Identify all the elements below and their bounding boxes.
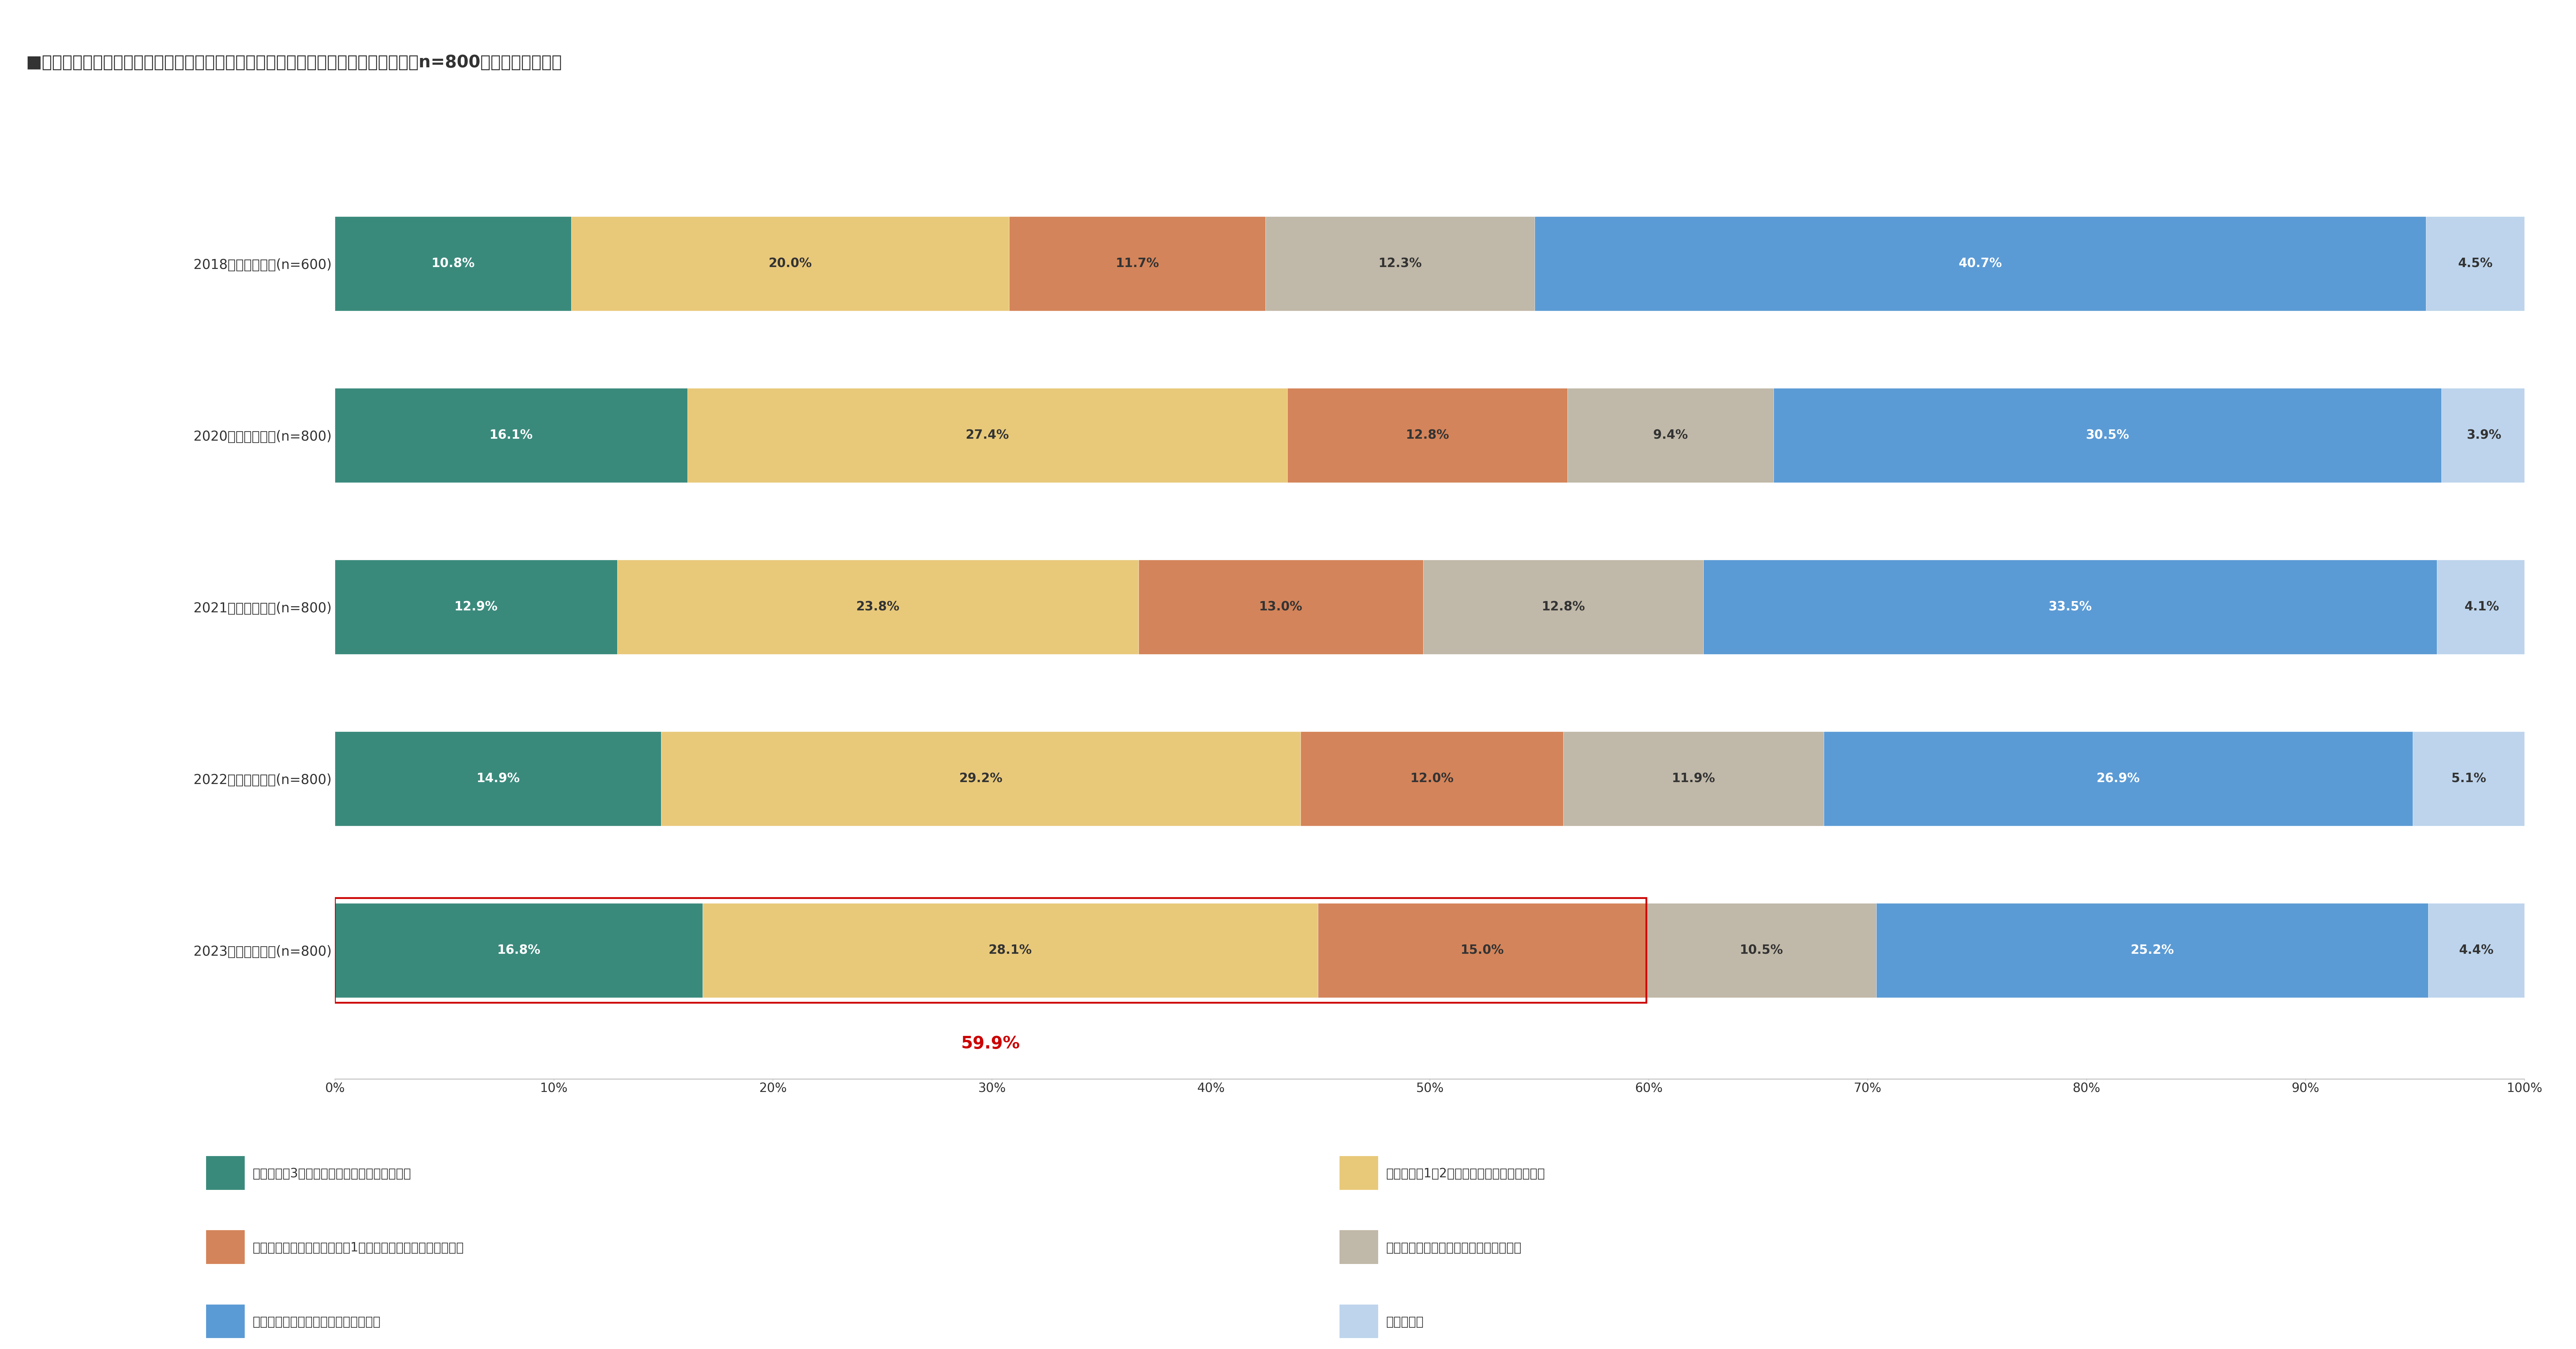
Text: 12.8%: 12.8% <box>1406 429 1450 441</box>
Text: 12.3%: 12.3% <box>1378 258 1422 270</box>
Bar <box>335 731 662 826</box>
Bar <box>1703 560 2437 654</box>
Bar <box>335 904 703 998</box>
Bar <box>1319 904 1646 998</box>
Bar <box>335 216 572 310</box>
Text: 27.4%: 27.4% <box>966 429 1010 441</box>
Bar <box>335 560 618 654</box>
Text: 25.2%: 25.2% <box>2130 944 2174 956</box>
Bar <box>1569 389 1772 483</box>
Text: 10.5%: 10.5% <box>1739 944 1783 956</box>
Text: 4.1%: 4.1% <box>2465 600 2499 614</box>
Bar <box>1288 389 1569 483</box>
Text: 12.8%: 12.8% <box>1540 600 1584 614</box>
Text: 分からない: 分からない <box>1386 1315 1425 1329</box>
Bar <box>1265 216 1535 310</box>
Bar <box>1535 216 2427 310</box>
Text: 10.8%: 10.8% <box>430 258 474 270</box>
Text: 11.7%: 11.7% <box>1115 258 1159 270</box>
Text: 9.4%: 9.4% <box>1654 429 1687 441</box>
Text: 14.9%: 14.9% <box>477 773 520 785</box>
Bar <box>2442 389 2527 483</box>
Text: 防災食（非常食）を備えたことはない: 防災食（非常食）を備えたことはない <box>252 1315 381 1329</box>
Text: 15.0%: 15.0% <box>1461 944 1504 956</box>
Text: 30.5%: 30.5% <box>2087 429 2130 441</box>
Text: 4.4%: 4.4% <box>2460 944 2494 956</box>
Bar <box>1772 389 2442 483</box>
Bar <box>572 216 1010 310</box>
Text: ■各種災害に対応するための防災食（非常食）を現在、ご自宅に備えていますか？（n=800／単一回答方式）: ■各種災害に対応するための防災食（非常食）を現在、ご自宅に備えていますか？（n=… <box>26 54 562 70</box>
Bar <box>2427 216 2524 310</box>
Text: 11.9%: 11.9% <box>1672 773 1716 785</box>
Text: 28.1%: 28.1% <box>989 944 1033 956</box>
Text: 20.0%: 20.0% <box>768 258 811 270</box>
Bar <box>1875 904 2429 998</box>
Text: 家族全員が3日以上対応できる量を備えている: 家族全員が3日以上対応できる量を備えている <box>252 1167 412 1180</box>
Bar <box>335 898 1646 1002</box>
Text: 33.5%: 33.5% <box>2048 600 2092 614</box>
Bar <box>662 731 1301 826</box>
Text: 備えてはいるが、家族全員が1日以上対応することはできない: 備えてはいるが、家族全員が1日以上対応することはできない <box>252 1241 464 1255</box>
Bar <box>1139 560 1422 654</box>
Bar <box>1824 731 2414 826</box>
Bar <box>703 904 1319 998</box>
Text: 40.7%: 40.7% <box>1958 258 2002 270</box>
Text: 3.9%: 3.9% <box>2468 429 2501 441</box>
Text: 12.9%: 12.9% <box>453 600 497 614</box>
Bar <box>688 389 1288 483</box>
Bar <box>618 560 1139 654</box>
Bar <box>1422 560 1703 654</box>
Text: 16.8%: 16.8% <box>497 944 541 956</box>
Text: 16.1%: 16.1% <box>489 429 533 441</box>
Text: 26.9%: 26.9% <box>2097 773 2141 785</box>
Bar <box>1301 731 1564 826</box>
Bar <box>335 389 688 483</box>
Text: 4.5%: 4.5% <box>2458 258 2494 270</box>
Text: 以前備えていたが、現在は備えていない: 以前備えていたが、現在は備えていない <box>1386 1241 1522 1255</box>
Bar <box>2437 560 2527 654</box>
Text: 29.2%: 29.2% <box>958 773 1002 785</box>
Bar <box>1010 216 1265 310</box>
Text: 12.0%: 12.0% <box>1409 773 1453 785</box>
Text: 23.8%: 23.8% <box>855 600 899 614</box>
Bar <box>1564 731 1824 826</box>
Text: 59.9%: 59.9% <box>961 1036 1020 1052</box>
Bar <box>2414 731 2524 826</box>
Text: 13.0%: 13.0% <box>1260 600 1303 614</box>
Bar <box>2429 904 2524 998</box>
Bar <box>1646 904 1875 998</box>
Text: 5.1%: 5.1% <box>2452 773 2486 785</box>
Text: 家族全員が1～2日対応できる量を備えている: 家族全員が1～2日対応できる量を備えている <box>1386 1167 1546 1180</box>
